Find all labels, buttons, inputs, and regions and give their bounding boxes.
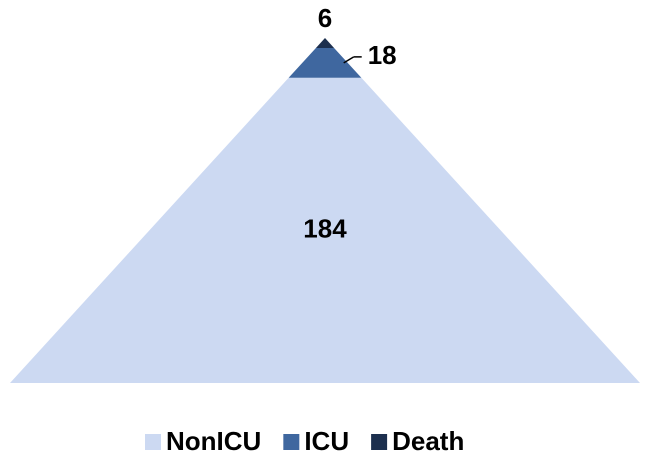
leader-line <box>343 56 355 64</box>
pyramid-segment <box>288 47 362 78</box>
data-label: 6 <box>318 3 332 33</box>
legend-label: Death <box>392 426 464 456</box>
pyramid-segment <box>315 38 335 48</box>
data-label: 184 <box>303 213 347 243</box>
legend-label: NonICU <box>166 426 261 456</box>
legend-swatch <box>371 434 388 450</box>
pyramid-segment <box>10 77 640 384</box>
legend-swatch <box>283 434 300 450</box>
data-label: 18 <box>368 40 397 70</box>
legend-label: ICU <box>304 426 349 456</box>
legend-swatch <box>145 434 161 450</box>
